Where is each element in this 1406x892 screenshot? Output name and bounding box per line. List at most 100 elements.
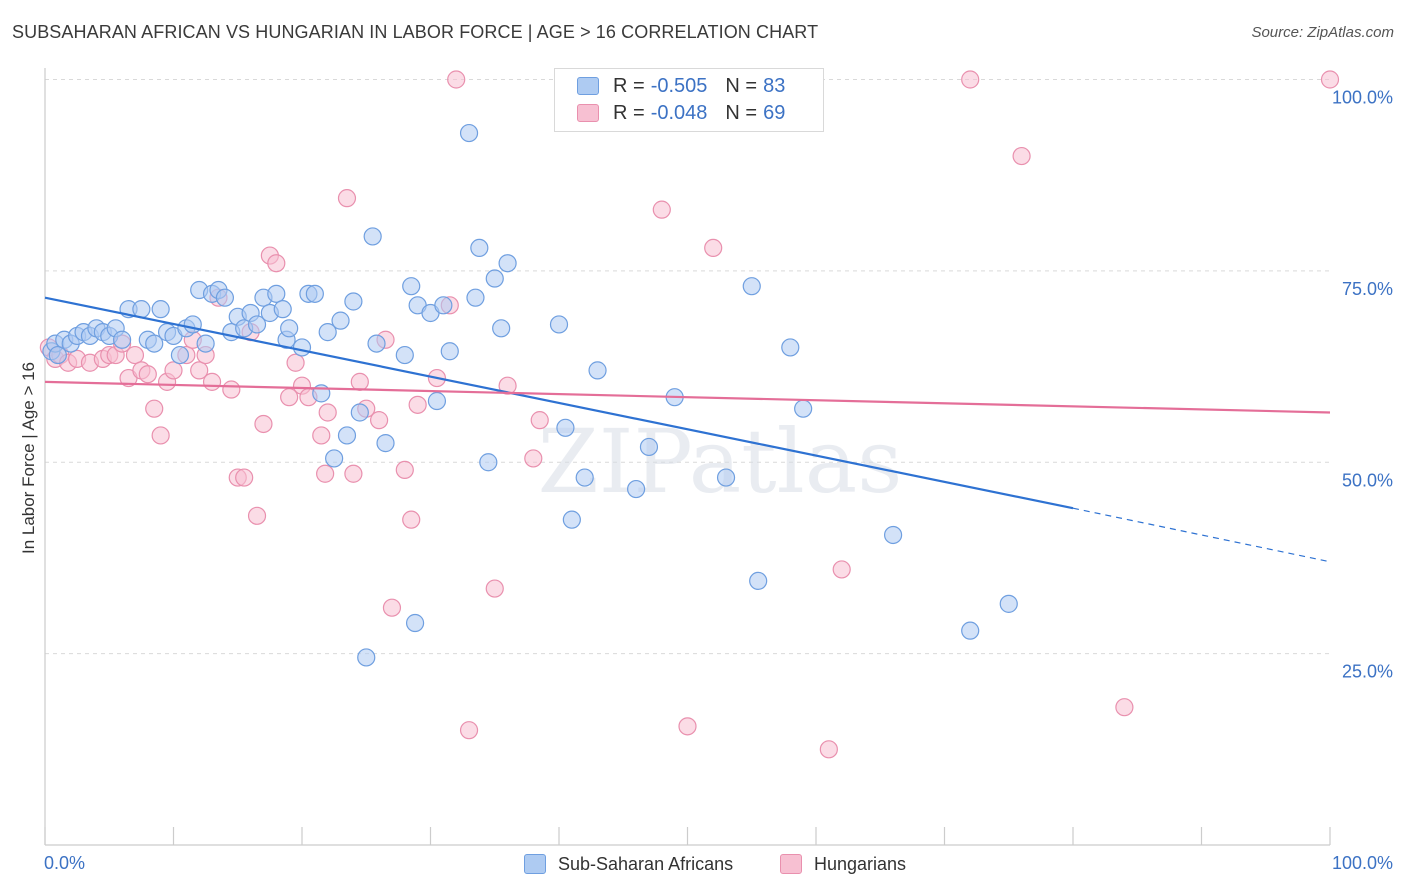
subsaharan-point <box>562 510 581 529</box>
subsaharan-point <box>549 315 569 334</box>
subsaharan-point <box>376 434 395 453</box>
subsaharan-point <box>325 449 344 468</box>
legend-r-label: R = <box>613 74 645 97</box>
subsaharan-point <box>716 468 736 487</box>
legend-r-label: R = <box>613 101 645 124</box>
y-tick-label: 100.0% <box>1332 88 1393 108</box>
bottom-legend-subsaharan: Sub-Saharan Africans <box>524 852 733 876</box>
hungarians-point <box>652 200 671 219</box>
hungarians-point <box>408 395 427 414</box>
hungarians-point <box>267 254 286 273</box>
grid-lines <box>45 79 1330 655</box>
subsaharan-point <box>331 311 350 330</box>
hungarians-point <box>337 189 357 208</box>
subsaharan-point <box>183 315 202 334</box>
y-tick-label: 75.0% <box>1342 279 1393 299</box>
x-tick-label: 0.0% <box>44 853 85 873</box>
hungarians-point <box>530 411 549 430</box>
stats-legend: R = -0.505 N = 83 R = -0.048 N = 69 <box>554 68 824 132</box>
subsaharan-point <box>749 571 768 591</box>
hungarians-point <box>485 579 504 598</box>
subsaharan-point <box>112 330 132 349</box>
subsaharan-point <box>357 648 376 667</box>
hungarians-point <box>524 449 543 468</box>
subsaharan-point <box>196 334 215 353</box>
subsaharan-point <box>402 277 421 296</box>
legend-n-label: N = <box>725 101 758 124</box>
tick-labels: 25.0% 50.0% 75.0% 100.0% 0.0% 100.0% <box>44 88 1393 874</box>
subsaharan-point <box>151 300 170 319</box>
subsaharan-point <box>794 399 813 418</box>
hungarians-point <box>498 376 517 395</box>
hungarians-point <box>402 510 421 529</box>
subsaharan-point <box>999 594 1018 613</box>
hungarians-point <box>704 238 723 258</box>
hungarians-point <box>447 70 466 89</box>
subsaharan-point <box>742 277 761 296</box>
hungarians-point <box>222 380 241 399</box>
legend-n-label: N = <box>725 74 758 97</box>
hungarians-point <box>235 468 254 487</box>
hungarians-point <box>254 414 273 434</box>
subsaharan-point <box>367 334 386 353</box>
subsaharan-point <box>292 338 312 357</box>
subsaharan-point <box>363 227 382 246</box>
subsaharan-trend-line <box>44 296 1074 510</box>
hungarians-point <box>202 372 222 391</box>
subsaharan-point <box>466 288 485 307</box>
subsaharan-point <box>395 345 414 365</box>
legend-row-hungarians: R = -0.048 N = 69 <box>577 100 785 126</box>
subsaharan-point <box>170 345 190 365</box>
hungarians-point <box>318 403 337 422</box>
bottom-swatch-pink <box>780 854 802 874</box>
hungarians-point <box>1115 698 1134 717</box>
hungarians-point <box>395 460 414 480</box>
subsaharan-point <box>961 621 980 640</box>
hungarians-point <box>138 365 157 384</box>
hungarians-point <box>832 560 851 579</box>
subsaharan-point <box>470 238 489 258</box>
subsaharan-point <box>639 437 659 457</box>
hungarians-point <box>125 345 145 365</box>
chart-title: SUBSAHARAN AFRICAN VS HUNGARIAN IN LABOR… <box>12 22 819 42</box>
subsaharan-point <box>588 361 607 380</box>
legend-row-subsaharan: R = -0.505 N = 83 <box>577 73 785 99</box>
bottom-legend-hungarians: Hungarians <box>780 852 906 876</box>
bottom-legend-label: Hungarians <box>814 853 907 874</box>
legend-swatch-blue <box>577 77 599 95</box>
hungarians-point <box>247 506 267 525</box>
hungarians-point <box>164 361 183 380</box>
axes <box>44 68 1331 846</box>
hungarians-point <box>312 426 331 445</box>
y-axis-label: In Labor Force | Age > 16 <box>19 362 38 554</box>
subsaharan-point <box>485 269 504 288</box>
hungarians-point <box>370 411 389 430</box>
subsaharan-point <box>440 342 459 361</box>
subsaharan-point <box>318 323 337 342</box>
x-tick-label: 100.0% <box>1332 853 1393 873</box>
legend-swatch-pink <box>577 104 599 122</box>
subsaharan-trend-extension <box>1072 507 1331 563</box>
hungarians-point <box>151 426 170 445</box>
hungarians-point <box>678 717 697 736</box>
y-tick-label: 25.0% <box>1342 662 1393 682</box>
subsaharan-point <box>305 284 324 303</box>
source-label: Source: ZipAtlas.com <box>1251 24 1394 41</box>
bottom-legend-label: Sub-Saharan Africans <box>558 853 734 874</box>
hungarians-point <box>382 598 402 617</box>
subsaharan-point <box>273 300 292 319</box>
subsaharan-point <box>556 418 575 437</box>
hungarians-point <box>1012 146 1031 166</box>
hungarians-point <box>819 740 838 759</box>
subsaharan-point <box>405 613 425 633</box>
trend-lines <box>44 296 1331 563</box>
legend-n-value: 83 <box>763 74 786 97</box>
bottom-swatch-blue <box>524 854 546 874</box>
subsaharan-point <box>337 426 357 445</box>
hungarians-point <box>1320 70 1340 89</box>
subsaharan-point <box>48 345 67 365</box>
hungarians-point <box>350 372 369 391</box>
subsaharan-point <box>498 254 517 273</box>
hungarians-point <box>190 361 209 380</box>
